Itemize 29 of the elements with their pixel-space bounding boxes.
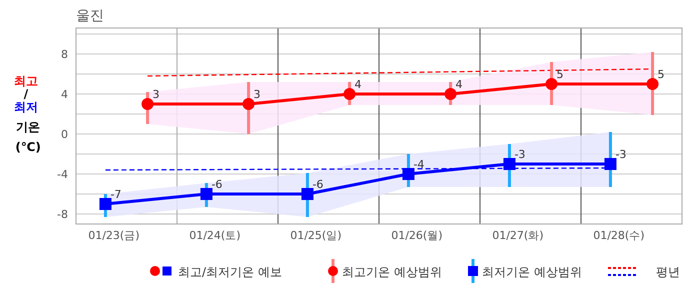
data-label: 5 bbox=[556, 68, 564, 81]
y-tick-label: 0 bbox=[61, 128, 68, 141]
x-tick-label: 01/26(월) bbox=[391, 229, 443, 242]
legend-label: 최고기온 예상범위 bbox=[342, 265, 442, 279]
data-label: -3 bbox=[514, 148, 526, 161]
y-tick-label: -4 bbox=[57, 168, 68, 181]
y-axis-title: 최고/최저 기온 (℃) bbox=[11, 74, 41, 154]
data-label: 3 bbox=[254, 88, 261, 101]
chart-title: 울진 bbox=[76, 8, 104, 24]
x-tick-label: 01/27(화) bbox=[492, 229, 544, 242]
data-label: -3 bbox=[615, 148, 626, 161]
x-tick-label: 01/23(금) bbox=[88, 229, 140, 242]
data-label: -6 bbox=[312, 178, 324, 191]
y-tick-label: 4 bbox=[61, 88, 68, 101]
data-label: -7 bbox=[110, 188, 122, 201]
x-tick-label: 01/28(수) bbox=[593, 229, 645, 242]
text: 최고/최저기온 예보 bbox=[178, 265, 282, 279]
data-label: -4 bbox=[413, 158, 424, 171]
x-tick-label: 01/24(토) bbox=[189, 229, 241, 242]
data-label: 4 bbox=[354, 78, 362, 91]
legend-label: 평년 bbox=[656, 265, 680, 279]
data-label: 5 bbox=[658, 68, 665, 81]
legend-label: 최저기온 예상범위 bbox=[482, 265, 582, 279]
data-label: -6 bbox=[211, 178, 222, 191]
y-tick-label: -8 bbox=[57, 208, 68, 221]
y-tick-label: 8 bbox=[61, 48, 68, 61]
x-tick-label: 01/25(일) bbox=[290, 229, 342, 242]
data-label: 4 bbox=[456, 78, 463, 91]
data-label: 3 bbox=[152, 88, 160, 101]
